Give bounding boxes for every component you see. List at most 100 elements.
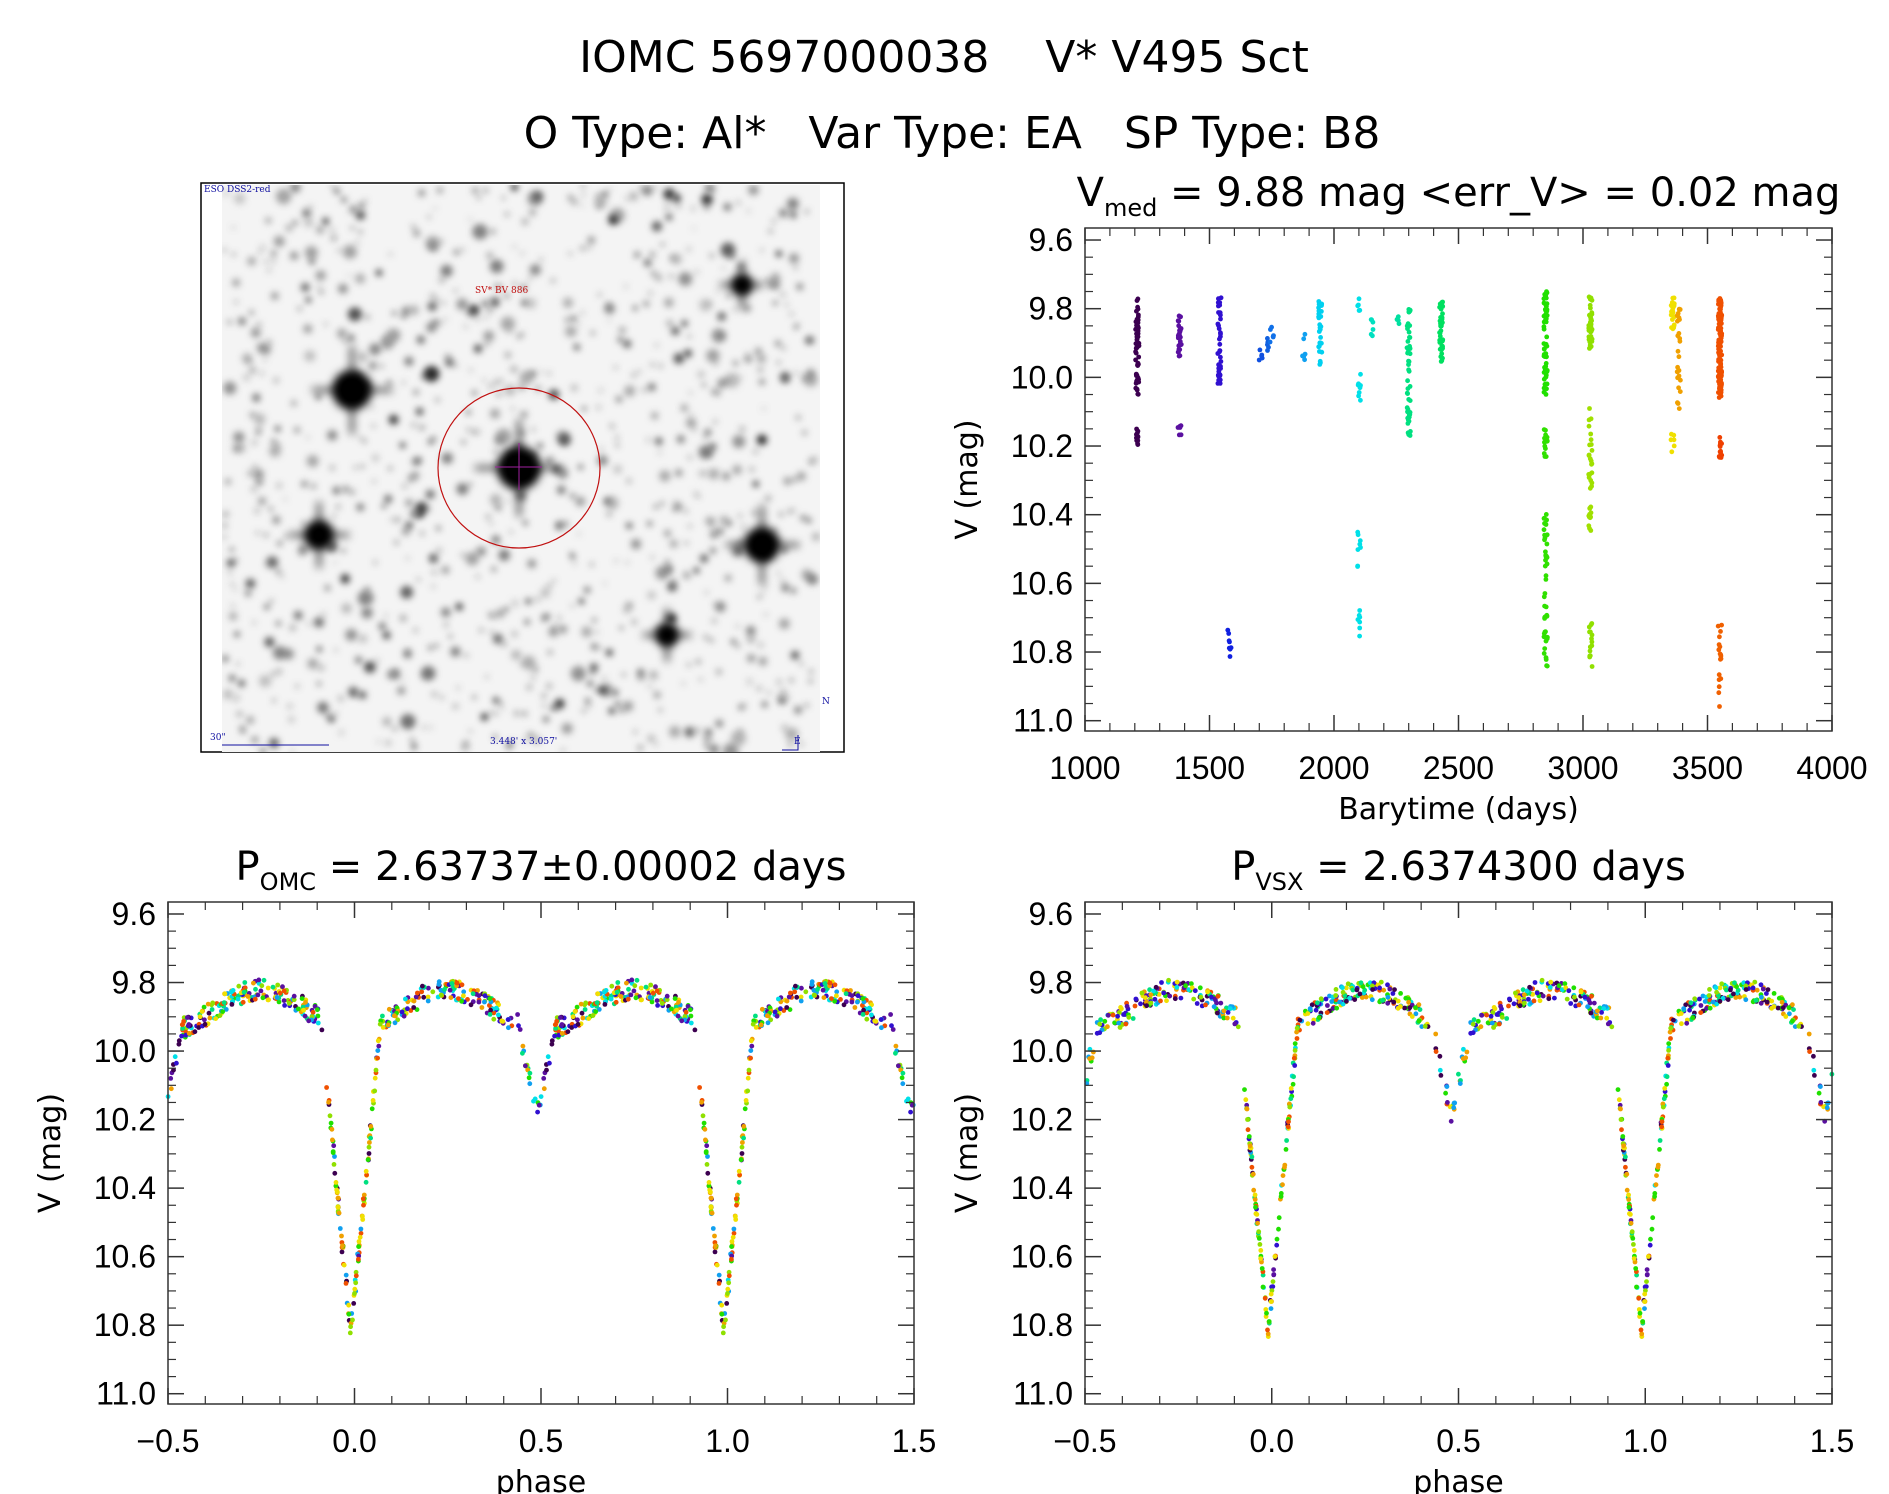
data-point xyxy=(776,996,781,1002)
data-point xyxy=(375,1038,381,1044)
data-point xyxy=(1285,1124,1291,1130)
data-point xyxy=(888,1012,893,1017)
data-point xyxy=(1754,987,1760,993)
data-point xyxy=(864,1010,870,1016)
data-point xyxy=(331,1162,337,1167)
data-point xyxy=(1392,987,1397,992)
data-point xyxy=(734,1192,740,1198)
data-point xyxy=(1629,1229,1635,1235)
data-point xyxy=(648,982,654,988)
data-point xyxy=(1544,635,1549,640)
y-tick-label: 10.8 xyxy=(1011,1307,1073,1343)
data-point xyxy=(1105,1012,1111,1018)
data-point xyxy=(340,1243,345,1249)
data-point xyxy=(1653,1182,1659,1188)
data-point xyxy=(401,1013,407,1019)
data-point xyxy=(1717,998,1723,1004)
data-point xyxy=(1706,993,1712,998)
data-point xyxy=(1133,350,1139,356)
data-point xyxy=(1257,1242,1263,1247)
data-point xyxy=(1404,345,1410,351)
data-point xyxy=(274,995,280,1000)
data-point xyxy=(1133,319,1139,325)
data-point xyxy=(1587,296,1593,302)
data-point xyxy=(575,1017,580,1023)
data-point xyxy=(1323,996,1329,1002)
data-point xyxy=(900,1070,906,1076)
data-point xyxy=(405,1006,410,1012)
data-point xyxy=(1115,1013,1120,1019)
data-point xyxy=(1671,443,1677,449)
y-tick-label: 9.8 xyxy=(112,965,156,1001)
data-point xyxy=(365,1157,371,1163)
data-point xyxy=(731,1226,737,1232)
data-point xyxy=(1775,1005,1781,1011)
data-point xyxy=(558,1015,563,1020)
data-point xyxy=(549,1041,555,1047)
data-point xyxy=(1457,1081,1463,1086)
data-point xyxy=(798,998,804,1004)
data-point xyxy=(1369,997,1375,1003)
data-point xyxy=(570,1014,576,1020)
data-point xyxy=(1589,448,1595,453)
x-tick-label: 1000 xyxy=(1049,750,1120,786)
data-point xyxy=(1543,434,1549,440)
data-point xyxy=(559,1031,565,1036)
data-point xyxy=(1764,999,1770,1005)
data-point xyxy=(743,1098,749,1103)
data-point xyxy=(1183,983,1188,989)
data-point xyxy=(1406,999,1411,1005)
data-point xyxy=(331,1143,337,1149)
data-point xyxy=(1644,1272,1650,1277)
data-point xyxy=(580,1015,586,1021)
data-point xyxy=(1642,1299,1647,1304)
data-point xyxy=(1542,646,1548,651)
data-point xyxy=(482,999,487,1005)
data-point xyxy=(578,1001,584,1007)
data-point xyxy=(1269,1284,1274,1290)
data-point xyxy=(721,1324,726,1330)
data-point xyxy=(1541,370,1547,375)
data-point xyxy=(664,997,670,1003)
data-point xyxy=(714,1262,720,1268)
data-point xyxy=(821,995,827,1000)
data-point xyxy=(1159,980,1164,985)
data-point xyxy=(1811,1053,1816,1059)
data-point xyxy=(649,999,655,1005)
data-point xyxy=(1419,1024,1425,1029)
data-point xyxy=(1297,1017,1303,1023)
data-point xyxy=(1405,378,1410,384)
data-point xyxy=(1731,991,1736,997)
data-point xyxy=(1178,995,1184,1001)
data-point xyxy=(788,990,793,996)
data-point xyxy=(1245,1127,1251,1133)
data-point xyxy=(855,993,861,999)
data-point xyxy=(363,1168,369,1174)
data-point xyxy=(1717,435,1723,440)
data-point xyxy=(1697,996,1702,1002)
x-axis-label: phase xyxy=(496,1465,587,1494)
data-point xyxy=(1205,989,1210,995)
data-point xyxy=(1325,1003,1330,1008)
data-point xyxy=(1543,361,1549,366)
data-point xyxy=(1752,979,1758,985)
data-point xyxy=(1587,506,1593,511)
data-point xyxy=(618,994,624,999)
data-point xyxy=(339,1233,344,1239)
data-point xyxy=(491,1016,497,1022)
data-point xyxy=(608,996,614,1002)
data-point xyxy=(1589,636,1594,642)
data-point xyxy=(1717,381,1722,387)
data-point xyxy=(1278,1194,1284,1199)
data-point xyxy=(1544,334,1550,340)
data-point xyxy=(240,999,246,1005)
data-point xyxy=(1642,1284,1648,1290)
data-point xyxy=(1218,354,1223,360)
data-point xyxy=(572,1009,578,1014)
data-point xyxy=(1707,987,1712,992)
y-axis-label: V (mag) xyxy=(33,1093,68,1213)
data-point xyxy=(1340,985,1345,991)
data-point xyxy=(1089,1055,1095,1061)
data-point xyxy=(900,1081,906,1087)
data-point xyxy=(291,993,297,999)
